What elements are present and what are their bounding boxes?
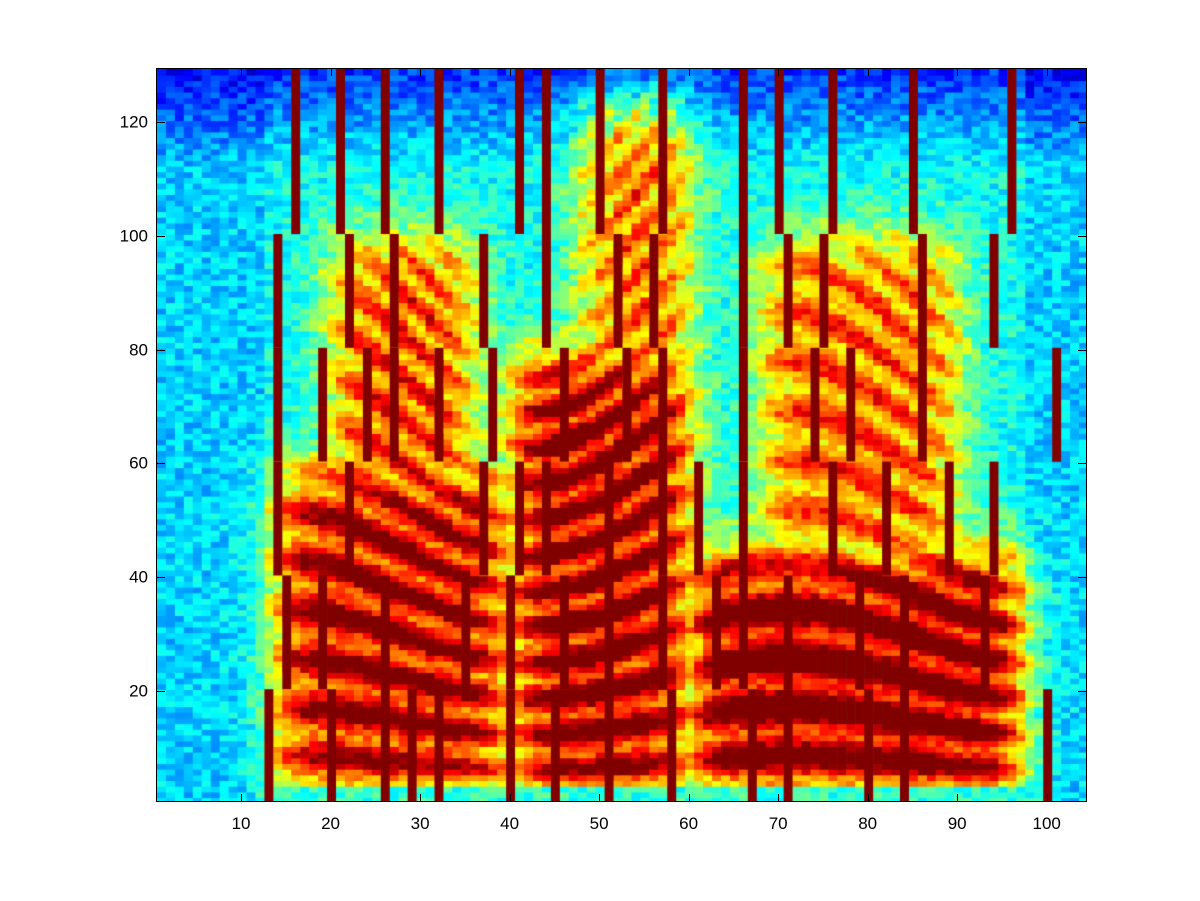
y-tick-mark	[1078, 349, 1087, 351]
y-tick-mark	[156, 122, 165, 124]
x-tick-mark	[241, 794, 243, 802]
y-tick-mark	[156, 463, 165, 465]
y-tick-label: 40	[129, 567, 148, 587]
y-tick-label: 60	[129, 453, 148, 473]
x-tick-mark	[420, 68, 422, 76]
y-tick-mark	[1078, 122, 1087, 124]
x-tick-mark	[778, 68, 780, 76]
y-tick-label: 120	[119, 112, 148, 132]
x-tick-mark	[867, 794, 869, 802]
y-tick-label: 80	[129, 340, 148, 360]
heatmap-axes	[156, 68, 1087, 802]
x-tick-label: 80	[858, 814, 878, 833]
y-tick-label: 100	[119, 226, 148, 246]
x-tick-mark	[778, 794, 780, 802]
y-tick-mark	[156, 349, 165, 351]
x-tick-mark	[241, 68, 243, 76]
x-tick-label: 50	[589, 814, 609, 833]
x-tick-mark	[957, 794, 959, 802]
x-tick-label: 90	[947, 814, 967, 833]
x-tick-mark	[599, 794, 601, 802]
x-tick-mark	[420, 794, 422, 802]
x-tick-mark	[867, 68, 869, 76]
x-tick-mark	[330, 794, 332, 802]
x-tick-mark	[688, 794, 690, 802]
x-tick-mark	[1046, 794, 1048, 802]
y-tick-mark	[156, 235, 165, 237]
x-tick-mark	[957, 68, 959, 76]
x-tick-label: 10	[231, 814, 251, 833]
x-tick-label: 100	[1032, 814, 1061, 833]
x-tick-label: 40	[500, 814, 520, 833]
x-tick-mark	[599, 68, 601, 76]
x-tick-mark	[509, 794, 511, 802]
y-tick-mark	[156, 691, 165, 693]
y-tick-mark	[156, 577, 165, 579]
spectrogram-heatmap	[157, 69, 1086, 801]
y-tick-mark	[1078, 577, 1087, 579]
y-tick-mark	[1078, 691, 1087, 693]
x-tick-mark	[330, 68, 332, 76]
x-tick-mark	[509, 68, 511, 76]
y-tick-mark	[1078, 463, 1087, 465]
x-tick-label: 20	[321, 814, 341, 833]
x-tick-label: 60	[679, 814, 699, 833]
x-tick-label: 70	[768, 814, 788, 833]
x-tick-label: 30	[410, 814, 430, 833]
x-tick-mark	[1046, 68, 1048, 76]
y-tick-label: 20	[129, 681, 148, 701]
y-tick-mark	[1078, 235, 1087, 237]
x-tick-mark	[688, 68, 690, 76]
